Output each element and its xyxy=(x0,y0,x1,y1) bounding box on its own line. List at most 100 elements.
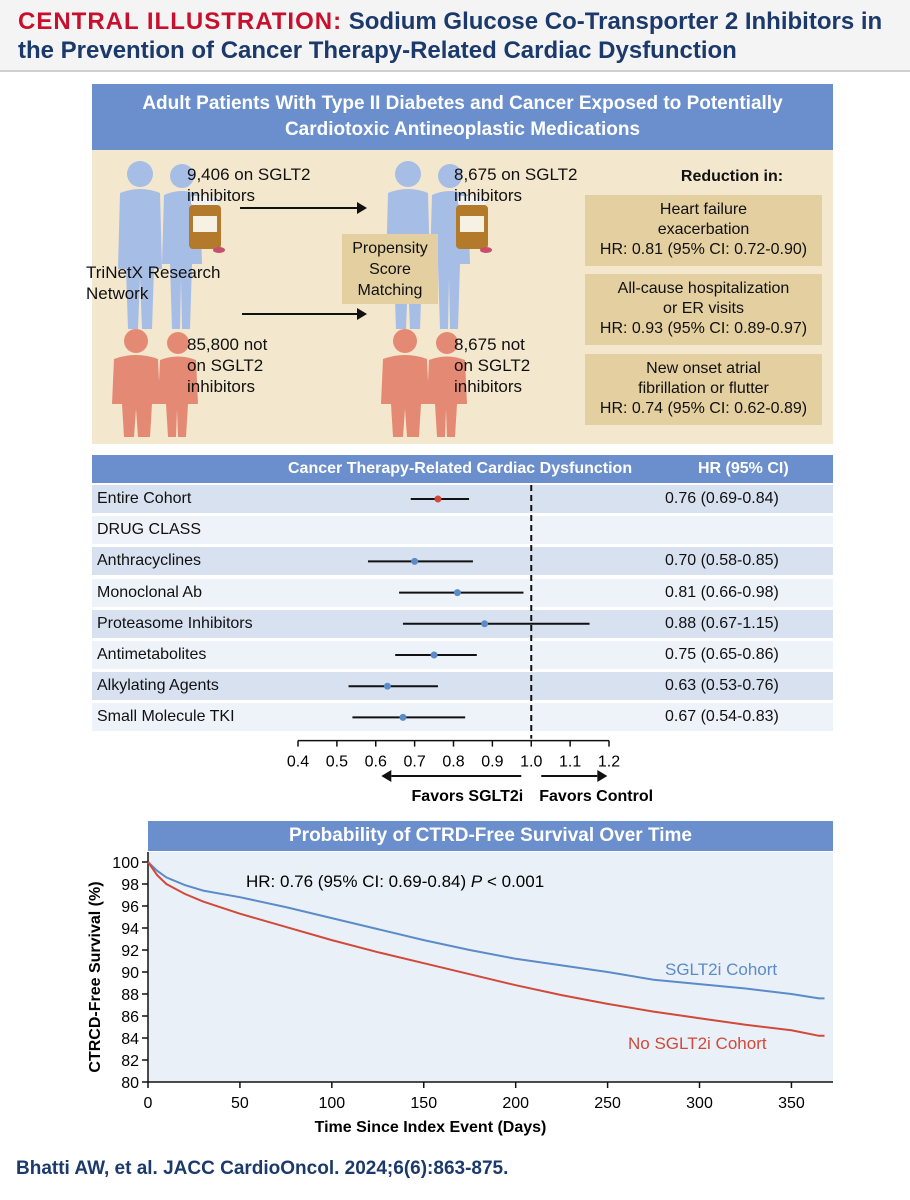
forest-row-label: Monoclonal Ab xyxy=(97,583,202,601)
km-y-tick-label: 82 xyxy=(121,1053,139,1070)
sglt2-initial-line1: 9,406 on SGLT2 xyxy=(187,165,311,184)
propensity-matching-box: Propensity Score Matching xyxy=(342,234,438,304)
network-label: TriNetX Research Network xyxy=(86,262,220,304)
control-matched-line3: inhibitors xyxy=(454,377,523,396)
reduction-hospitalization: All-cause hospitalization or ER visits H… xyxy=(585,274,822,345)
reduction-2-hr: HR: 0.74 (95% CI: 0.62-0.89) xyxy=(599,400,808,417)
forest-row-label: Antimetabolites xyxy=(97,646,207,663)
reduction-1-line1: All-cause hospitalization xyxy=(617,280,790,297)
km-x-tick-label: 0 xyxy=(144,1095,153,1112)
study-heading: Adult Patients With Type II Diabetes and… xyxy=(92,84,833,150)
sglt2-curve xyxy=(147,861,825,1000)
km-x-tick-label: 200 xyxy=(502,1095,529,1112)
km-y-tick-label: 100 xyxy=(112,855,139,872)
network-line2: Network xyxy=(86,284,149,303)
network-line1: TriNetX Research xyxy=(86,263,221,282)
control-curve xyxy=(147,861,825,1037)
pill-bottle-icon xyxy=(189,196,225,253)
forest-row-hr: 0.81 (0.66-0.98) xyxy=(665,583,779,601)
sglt2-matched-line1: 8,675 on SGLT2 xyxy=(454,165,578,184)
control-matched-count: 8,675 not on SGLT2 inhibitors xyxy=(454,334,530,397)
reduction-2-line2: fibrillation or flutter xyxy=(638,380,769,397)
control-matched-line1: 8,675 not xyxy=(454,335,525,354)
reduction-1-hr: HR: 0.93 (95% CI: 0.89-0.97) xyxy=(599,320,808,337)
control-matched-people-icon xyxy=(381,329,467,437)
sglt2-matched-count: 8,675 on SGLT2 inhibitors xyxy=(454,164,578,206)
forest-header: Cancer Therapy-Related Cardiac Dysfuncti… xyxy=(92,455,833,483)
forest-row-label: Alkylating Agents xyxy=(97,677,219,695)
km-y-tick-label: 90 xyxy=(121,965,139,982)
km-plot-area xyxy=(148,852,833,1082)
reduction-title: Reduction in: xyxy=(680,168,784,185)
control-series-label: No SGLT2i Cohort xyxy=(628,1034,767,1053)
km-y-tick-label: 94 xyxy=(121,921,139,938)
study-heading-line1: Adult Patients With Type II Diabetes and… xyxy=(142,93,783,114)
reduction-afib: New onset atrial fibrillation or flutter… xyxy=(585,354,822,425)
control-initial-count: 85,800 not on SGLT2 inhibitors xyxy=(187,334,267,397)
reduction-0-line1: Heart failure xyxy=(659,201,748,218)
km-x-tick-label: 250 xyxy=(594,1095,621,1112)
km-x-label: Time Since Index Event (Days) xyxy=(315,1119,547,1136)
matching-line1: Propensity xyxy=(352,240,428,257)
reduction-0-line2: exacerbation xyxy=(657,221,750,238)
km-y-tick-label: 92 xyxy=(121,943,139,960)
page-header: CENTRAL ILLUSTRATION: Sodium Glucose Co-… xyxy=(0,0,910,72)
reduction-2-line1: New onset atrial xyxy=(646,360,761,377)
km-x-tick-label: 100 xyxy=(318,1095,345,1112)
pill-bottle-matched-icon xyxy=(456,196,492,253)
km-y-tick-label: 88 xyxy=(121,987,139,1004)
km-title: Probability of CTRD-Free Survival Over T… xyxy=(148,821,833,851)
header-label: CENTRAL ILLUSTRATION: xyxy=(18,8,343,35)
km-chart: 80 82 84 86 88 90 92 94 96 98 100 0 50 100 150 200 250 30… xyxy=(87,852,833,1136)
matching-line2: Score xyxy=(369,261,411,278)
forest-title: Cancer Therapy-Related Cardiac Dysfuncti… xyxy=(288,460,633,477)
reduction-heart-failure: Heart failure exacerbation HR: 0.81 (95%… xyxy=(585,195,822,266)
km-x-tick-label: 350 xyxy=(778,1095,805,1112)
forest-row-label: Proteasome Inhibitors xyxy=(97,614,253,632)
forest-row-label: Small Molecule TKI xyxy=(97,708,235,726)
forest-row: Alkylating Agents 0.63 (0.53-0.76) xyxy=(92,672,833,701)
km-annotation: HR: 0.76 (95% CI: 0.69-0.84) P < 0.001 xyxy=(246,872,544,891)
km-annotation-p-value: < 0.001 xyxy=(482,872,544,891)
forest-row-hr: 0.63 (0.53-0.76) xyxy=(665,677,779,695)
km-x-tick-label: 50 xyxy=(231,1095,249,1112)
forest-row-hr: 0.76 (0.69-0.84) xyxy=(665,490,779,507)
control-initial-line2: on SGLT2 xyxy=(187,356,264,375)
km-x-tick-label: 300 xyxy=(686,1095,713,1112)
header-title-line2: the Prevention of Cancer Therapy-Related… xyxy=(18,37,737,64)
header-title-line1: Sodium Glucose Co-Transporter 2 Inhibito… xyxy=(348,8,883,35)
arrow-sglt2 xyxy=(240,202,367,214)
km-y-tick-label: 98 xyxy=(121,877,139,894)
control-initial-line1: 85,800 not xyxy=(187,335,268,354)
study-heading-line2: Cardiotoxic Antineoplastic Medications xyxy=(284,119,641,140)
km-y-label: CTRCD-Free Survival (%) xyxy=(87,881,104,1072)
forest-row-label: Anthracyclines xyxy=(97,552,202,570)
header-line-1: CENTRAL ILLUSTRATION: Sodium Glucose Co-… xyxy=(18,8,882,36)
sglt2-initial-line2: inhibitors xyxy=(187,186,256,205)
km-y-tick-label: 80 xyxy=(121,1075,139,1092)
forest-row-hr: 0.67 (0.54-0.83) xyxy=(665,708,779,726)
study-design-panel: Adult Patients With Type II Diabetes and… xyxy=(86,84,833,444)
sglt2-matched-line2: inhibitors xyxy=(454,186,523,205)
forest-row-label: DRUG CLASS xyxy=(97,521,202,539)
reduction-0-hr: HR: 0.81 (95% CI: 0.72-0.90) xyxy=(599,241,808,258)
km-annotation-hr: HR: 0.76 (95% CI: 0.69-0.84) xyxy=(246,872,471,891)
km-y-tick-label: 96 xyxy=(121,899,139,916)
forest-row-label: Entire Cohort xyxy=(97,490,192,507)
forest-row-hr: 0.88 (0.67-1.15) xyxy=(665,614,779,632)
arrow-control xyxy=(242,308,367,320)
citation: Bhatti AW, et al. JACC CardioOncol. 2024… xyxy=(16,1158,509,1179)
km-y-tick-label: 86 xyxy=(121,1009,139,1026)
control-matched-line2: on SGLT2 xyxy=(454,356,531,375)
forest-row-hr: 0.75 (0.65-0.86) xyxy=(665,646,779,663)
km-y-tick-label: 84 xyxy=(121,1031,139,1048)
km-x-tick-label: 150 xyxy=(410,1095,437,1112)
control-initial-line3: inhibitors xyxy=(187,377,256,396)
km-annotation-p: P xyxy=(471,872,483,891)
sglt2-initial-count: 9,406 on SGLT2 inhibitors xyxy=(187,164,311,206)
matching-line3: Matching xyxy=(357,282,423,299)
sglt2-series-label: SGLT2i Cohort xyxy=(665,960,777,979)
forest-row-hr: 0.70 (0.58-0.85) xyxy=(665,552,779,570)
reduction-1-line2: or ER visits xyxy=(663,300,744,317)
forest-row: DRUG CLASS xyxy=(92,516,833,545)
